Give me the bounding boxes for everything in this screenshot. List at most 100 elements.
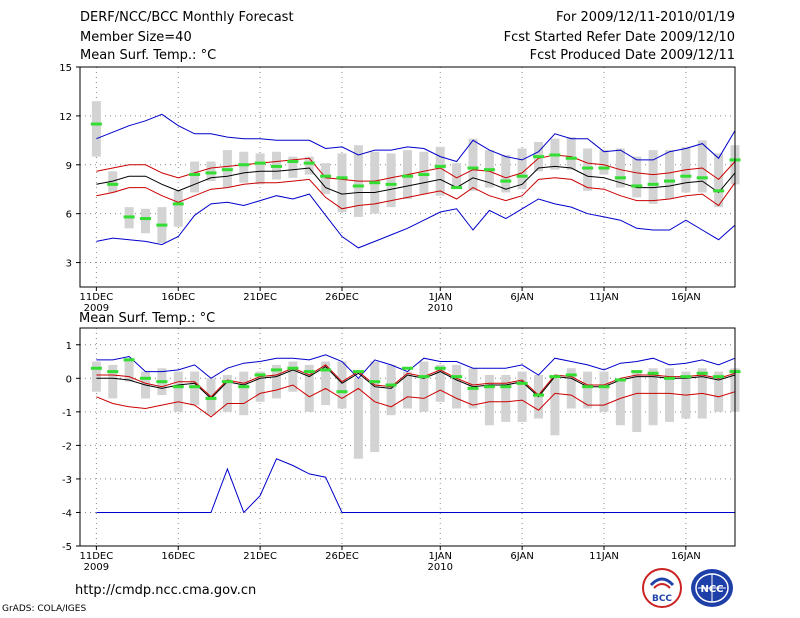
panel2-median-marker [549,375,561,379]
panel2-ytick-label: 0 [66,374,72,385]
panel2-xtick-label: 1JAN [429,551,452,562]
panel2-box [501,374,511,422]
panel2-box [419,361,429,412]
panel2-median-marker [451,375,463,379]
panel1-frame [79,66,736,288]
panel1-median-marker [549,153,561,157]
panel2-median-marker [434,366,446,370]
panel2-box [599,371,609,412]
panel2-box [664,368,675,422]
panel2-median-marker [139,376,152,380]
panel2-ytick-label: -1 [62,408,72,419]
panel1-median-marker [221,168,233,172]
panel1-median-marker [451,186,463,190]
panel2-box [271,364,282,399]
header-title: DERF/NCC/BCC Monthly Forecast [80,10,294,25]
header-start-date: Fcst Started Refer Date 2009/12/10 [503,30,735,45]
bcc-logo: BCC [642,568,682,608]
panel1-ytick-label: 12 [59,112,72,123]
panel1-median-marker [401,174,414,178]
panel1-box [304,156,314,175]
panel1-median-marker [500,179,512,183]
panel2-box [632,371,642,432]
panel2-box [583,371,593,409]
panel1-box [583,148,593,191]
panel1-median-marker [582,166,594,170]
panel1-box [468,138,478,191]
panel1-median-marker [123,215,135,219]
panel2-median-marker [647,371,659,375]
panel2-box [452,364,462,409]
panel2-median-marker [500,385,512,389]
panel2-median-marker [107,370,119,374]
panel2-plus-sd-line [96,364,736,398]
panel2-median-marker [516,381,528,385]
panel2-median-marker [532,393,545,397]
panel2-box [566,368,576,409]
grads-credit: GrADS: COLA/IGES [2,604,87,614]
panel2-box [288,361,298,392]
panel1-min-line [96,193,736,249]
panel1-box [337,153,347,213]
panel2-median-marker [352,370,364,374]
panel1-box [206,161,216,182]
panel2-ytick-label: -2 [62,441,72,452]
panel2-ytick-label: 1 [66,341,72,352]
panel2-xtick-label: 16DEC [161,551,195,562]
panel1-box [108,171,118,193]
panel2-median-marker [401,366,414,370]
panel1-median-marker [385,182,397,186]
panel1-median-marker [320,174,332,178]
panel2-xtick-label: 11JAN [589,551,619,562]
panel2-box [239,371,249,416]
panel2-median-marker [303,370,315,374]
panel1-box [321,163,331,195]
panel1-median-marker [680,174,692,178]
panel2-box [402,371,413,409]
panel1-median-marker [663,179,676,183]
panel2-box [648,368,658,426]
panel1-xtick-label: 16DEC [161,292,195,303]
panel1-max-line [96,113,736,163]
panel1-ytick-label: 15 [59,63,72,74]
panel2-box [370,361,380,453]
panel1-median-marker [189,173,201,177]
panel2-median-marker [680,375,692,379]
panel2-median-marker [320,368,332,372]
panel1-median-marker [139,217,152,221]
panel2-median-marker [287,366,299,370]
panel2-median-marker [614,378,626,382]
panel1-median-marker [532,155,545,159]
panel1-median-marker [254,161,266,165]
panel1-box [435,146,445,196]
panel2-ytick-label: -5 [62,542,72,553]
panel2-box [484,374,494,426]
panel1-box [714,153,724,208]
panel2-median-marker [369,380,381,384]
panel1-plus-sd-line [96,154,736,182]
panel1-xtick-label: 11DEC [80,292,114,303]
panel2-box [550,378,560,436]
panel1-median-marker [418,173,430,177]
panel2-median-marker [336,390,348,394]
panel2-median-marker [189,385,201,389]
panel1-median-marker [467,166,479,170]
panel1-mean-line [96,165,736,195]
panel1-title: Mean Surf. Temp.: °C [79,311,215,326]
panel2-xtick-label: 26DEC [325,551,359,562]
panel2-median-marker [663,376,676,380]
panel1-box [517,148,527,190]
panel1-xtick-year: 2009 [84,303,109,314]
header-variable: Mean Surf. Temp.: °C [80,48,217,63]
panel2-box [91,361,101,392]
panel1-median-marker [303,161,315,165]
panel2-median-marker [221,380,233,384]
panel1-xtick-label: 21DEC [243,292,277,303]
panel2-box [386,364,396,416]
panel1-xtick-label: 1JAN [429,292,452,303]
panel1-box [648,150,658,204]
panel2-box [173,371,183,412]
panel2-box [353,378,363,459]
footer-url[interactable]: http://cmdp.ncc.cma.gov.cn [75,583,257,598]
panel1-box [91,101,101,157]
